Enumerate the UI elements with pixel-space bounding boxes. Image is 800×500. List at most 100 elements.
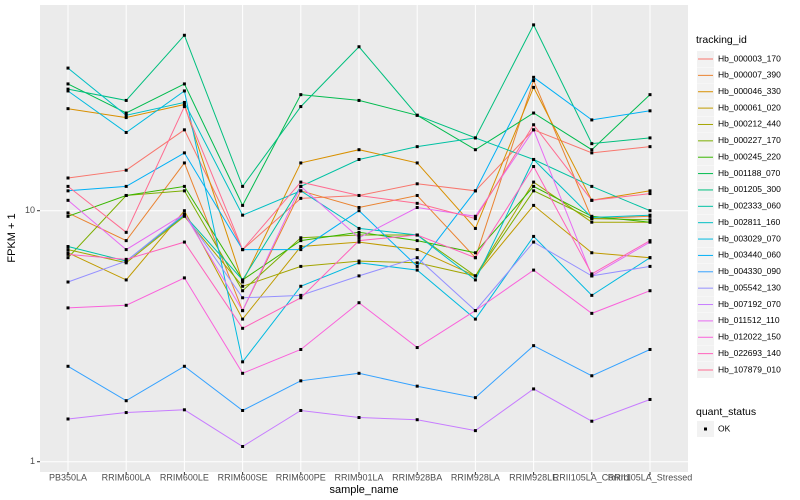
x-tick-label: RRIM600LE — [160, 472, 209, 482]
data-point — [532, 75, 536, 79]
data-point — [532, 111, 536, 115]
data-point — [299, 184, 303, 188]
data-point — [66, 89, 70, 93]
x-tick-label: RRII105LA_Stressed — [608, 472, 693, 482]
legend-label: Hb_002811_160 — [718, 217, 781, 227]
data-point — [648, 220, 652, 224]
data-point — [66, 198, 70, 202]
y-tick-label: 1 — [30, 456, 35, 466]
data-point — [124, 116, 128, 120]
data-point — [124, 111, 128, 115]
data-point — [532, 128, 536, 132]
data-point — [473, 429, 477, 433]
data-point — [182, 189, 186, 193]
data-point — [357, 233, 361, 237]
data-point — [182, 128, 186, 132]
data-point — [241, 203, 245, 207]
data-point — [648, 347, 652, 351]
legend-label: Hb_002333_060 — [718, 201, 781, 211]
data-point — [473, 226, 477, 230]
data-point — [299, 239, 303, 243]
legend-label: OK — [718, 423, 731, 433]
data-point — [241, 360, 245, 364]
data-point — [124, 257, 128, 261]
data-point — [648, 145, 652, 149]
data-point — [357, 209, 361, 213]
data-point — [648, 136, 652, 140]
data-point — [415, 256, 419, 260]
data-point — [473, 217, 477, 221]
data-point — [590, 148, 594, 152]
data-point — [532, 240, 536, 244]
data-point — [648, 209, 652, 213]
data-point — [182, 82, 186, 86]
data-point — [473, 274, 477, 278]
legend-shape — [704, 427, 707, 431]
data-point — [473, 309, 477, 313]
data-point — [415, 346, 419, 350]
data-point — [66, 251, 70, 255]
data-point — [590, 220, 594, 224]
data-point — [182, 151, 186, 155]
data-point — [473, 396, 477, 400]
data-point — [590, 142, 594, 146]
data-point — [241, 444, 245, 448]
data-point — [532, 344, 536, 348]
data-point — [357, 416, 361, 420]
data-point — [473, 317, 477, 321]
data-point — [299, 93, 303, 97]
data-point — [66, 252, 70, 256]
data-point — [590, 251, 594, 255]
data-point — [66, 214, 70, 218]
legend-label: Hb_012022_150 — [718, 332, 781, 342]
data-point — [415, 261, 419, 265]
data-point — [299, 161, 303, 165]
data-point — [299, 189, 303, 193]
data-point — [66, 107, 70, 111]
data-point — [66, 66, 70, 70]
data-point — [357, 193, 361, 197]
data-point — [648, 289, 652, 293]
data-point — [66, 176, 70, 180]
data-point — [357, 230, 361, 234]
data-point — [66, 248, 70, 252]
data-point — [299, 293, 303, 297]
data-point — [648, 397, 652, 401]
data-point — [182, 105, 186, 109]
data-point — [124, 259, 128, 263]
data-point — [182, 240, 186, 244]
data-point — [124, 239, 128, 243]
data-point — [124, 130, 128, 134]
data-point — [590, 272, 594, 276]
data-point — [182, 89, 186, 93]
data-point — [299, 248, 303, 252]
x-tick-label: RRIM928LA — [451, 472, 500, 482]
data-point — [473, 136, 477, 140]
data-point — [66, 280, 70, 284]
data-point — [357, 259, 361, 263]
data-point — [415, 268, 419, 272]
data-point — [590, 419, 594, 423]
data-point — [241, 280, 245, 284]
data-point — [415, 193, 419, 197]
legend-label: Hb_000046_330 — [718, 86, 781, 96]
data-point — [648, 264, 652, 268]
legend-label: Hb_001188_070 — [718, 168, 781, 178]
data-point — [66, 184, 70, 188]
data-point — [124, 399, 128, 403]
legend-label: Hb_007192_070 — [718, 299, 781, 309]
data-point — [532, 85, 536, 89]
data-point — [124, 184, 128, 188]
x-tick-label: RRIM600PE — [276, 472, 326, 482]
data-point — [415, 248, 419, 252]
data-point — [299, 105, 303, 109]
data-point — [473, 278, 477, 282]
data-point — [473, 148, 477, 152]
data-point — [590, 311, 594, 315]
data-point — [357, 45, 361, 49]
legend-label: Hb_000003_170 — [718, 53, 781, 63]
data-point — [66, 87, 70, 91]
data-point — [124, 230, 128, 234]
data-point — [415, 418, 419, 422]
